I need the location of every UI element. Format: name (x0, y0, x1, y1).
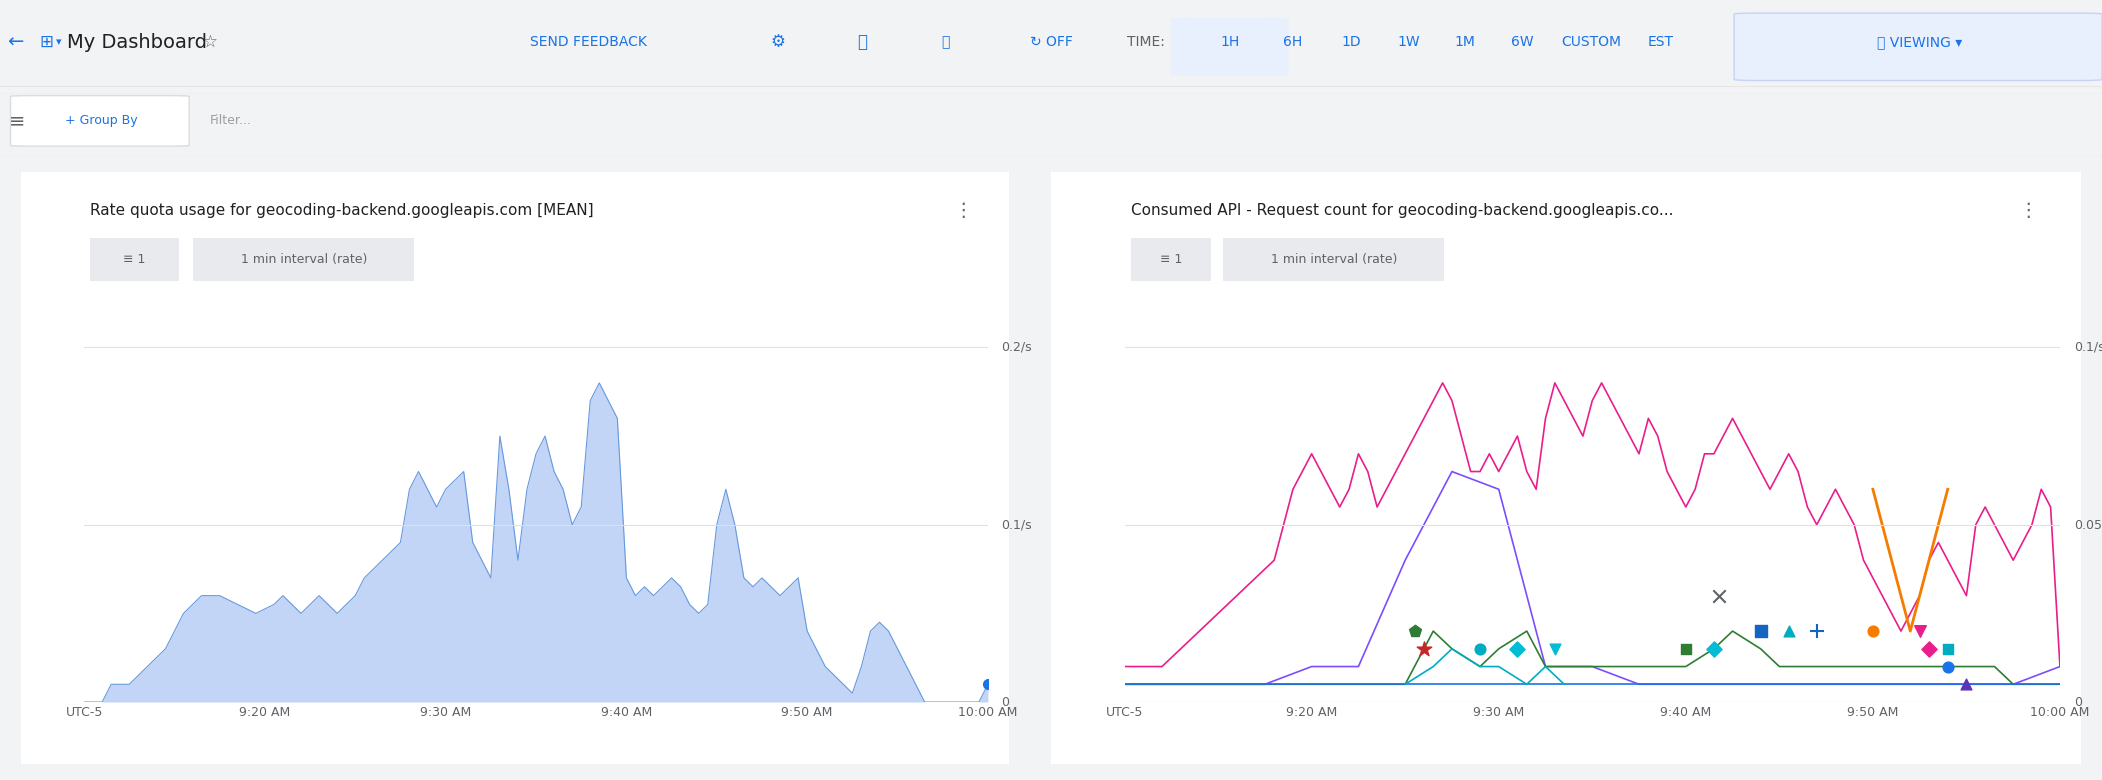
Text: SEND FEEDBACK: SEND FEEDBACK (530, 35, 647, 49)
Text: ↻ OFF: ↻ OFF (1030, 35, 1072, 49)
Point (1539, 643, 1572, 655)
Text: ⚙: ⚙ (769, 33, 786, 51)
Point (1398, 625, 1431, 637)
Point (1703, 590, 1736, 602)
Text: TIME:: TIME: (1127, 35, 1165, 49)
Text: 1W: 1W (1398, 35, 1419, 49)
Text: Consumed API - Request count for geocoding-backend.googleapis.co...: Consumed API - Request count for geocodi… (1131, 203, 1673, 218)
Point (1406, 643, 1440, 655)
FancyBboxPatch shape (86, 236, 183, 283)
Text: 0.1/s: 0.1/s (1001, 518, 1032, 531)
Text: ⊞: ⊞ (40, 33, 53, 51)
Text: ⋮: ⋮ (2018, 201, 2039, 220)
Text: Rate quota usage for geocoding-backend.googleapis.com [MEAN]: Rate quota usage for geocoding-backend.g… (90, 203, 595, 218)
Point (1772, 625, 1806, 637)
Point (1463, 643, 1497, 655)
Text: ≡ 1: ≡ 1 (1160, 253, 1181, 266)
Point (1799, 625, 1833, 637)
Text: 1M: 1M (1455, 35, 1476, 49)
Text: 6W: 6W (1511, 35, 1532, 49)
Text: 0: 0 (2075, 696, 2081, 708)
Point (1501, 643, 1534, 655)
Text: 1 min interval (rate): 1 min interval (rate) (240, 253, 368, 266)
Text: ⋮: ⋮ (952, 201, 973, 220)
Text: ≡ 1: ≡ 1 (124, 253, 145, 266)
Point (1902, 625, 1936, 637)
Text: + Group By: + Group By (65, 115, 137, 127)
Point (1856, 625, 1890, 637)
Text: CUSTOM: CUSTOM (1562, 35, 1621, 49)
Point (1932, 643, 1965, 655)
FancyBboxPatch shape (1171, 18, 1289, 76)
FancyBboxPatch shape (1040, 165, 2091, 771)
Text: ←: ← (6, 33, 23, 51)
Text: 0: 0 (1001, 696, 1009, 708)
Text: 6H: 6H (1282, 35, 1303, 49)
Point (1913, 643, 1946, 655)
FancyBboxPatch shape (1127, 236, 1215, 283)
Text: 🔍: 🔍 (942, 35, 950, 49)
Point (1932, 661, 1965, 673)
Text: ⛶: ⛶ (858, 33, 866, 51)
FancyBboxPatch shape (183, 236, 425, 283)
FancyBboxPatch shape (11, 96, 189, 146)
Text: 0.2/s: 0.2/s (1001, 341, 1032, 354)
Text: 1D: 1D (1341, 35, 1362, 49)
Text: 0.1/s: 0.1/s (2075, 341, 2102, 354)
Text: ☆: ☆ (202, 33, 219, 51)
Text: 1 min interval (rate): 1 min interval (rate) (1270, 253, 1398, 266)
Point (1696, 643, 1730, 655)
Text: EST: EST (1648, 35, 1673, 49)
FancyBboxPatch shape (1734, 13, 2102, 80)
Text: 0.05/s: 0.05/s (2075, 518, 2102, 531)
Text: 1H: 1H (1219, 35, 1240, 49)
Text: Filter...: Filter... (210, 115, 252, 127)
Text: ▾: ▾ (57, 37, 61, 47)
Text: ≡: ≡ (8, 112, 25, 130)
FancyBboxPatch shape (1213, 236, 1455, 283)
Point (1951, 678, 1984, 690)
Text: My Dashboard: My Dashboard (67, 33, 206, 51)
Point (1669, 643, 1703, 655)
Point (1745, 625, 1778, 637)
FancyBboxPatch shape (11, 165, 1019, 771)
Text: 👁 VIEWING ▾: 👁 VIEWING ▾ (1877, 35, 1961, 49)
